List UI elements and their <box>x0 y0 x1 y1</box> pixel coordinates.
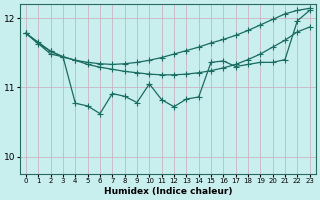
X-axis label: Humidex (Indice chaleur): Humidex (Indice chaleur) <box>104 187 232 196</box>
